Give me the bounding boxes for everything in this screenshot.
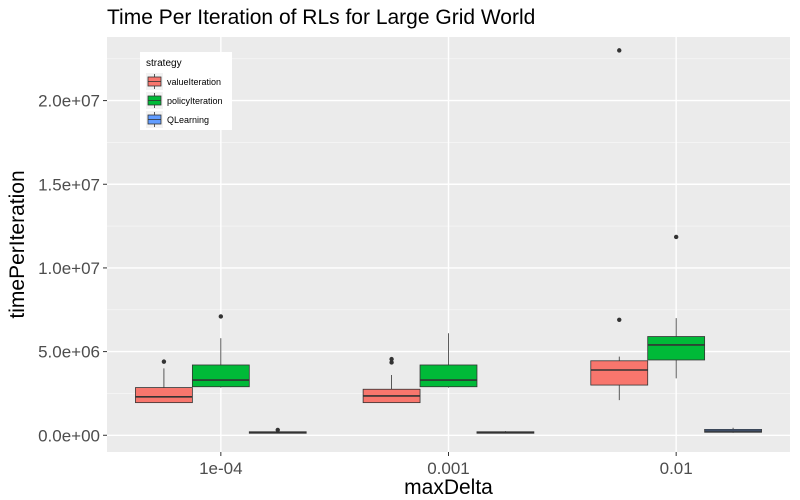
box-iqr <box>191 364 250 388</box>
x-axis-title: maxDelta <box>404 476 493 499</box>
box-iqr <box>647 336 706 361</box>
box-QLearning-0.001 <box>476 431 535 434</box>
y-tick-label: 0.0e+00 <box>38 426 100 445</box>
x-tick-label: 1e-04 <box>199 459 242 478</box>
box-iqr <box>135 387 193 404</box>
box-valueIteration-1e-04 <box>135 359 193 404</box>
outlier-point <box>617 48 622 53</box>
outlier-point <box>617 317 622 323</box>
y-tick-label: 5.0e+06 <box>38 343 100 362</box>
box-policyIteration-1e-04 <box>191 314 250 388</box>
outlier-point <box>161 359 167 364</box>
outlier-point <box>389 356 394 362</box>
outlier-point <box>218 314 224 319</box>
legend-item-valueIteration: valueIteration <box>146 73 221 90</box>
y-tick-label: 2.0e+07 <box>38 92 100 111</box>
legend-item-policyIteration: policyIteration <box>146 92 223 109</box>
box-valueIteration-0.001 <box>362 356 421 404</box>
y-tick-label: 1.0e+07 <box>38 259 100 278</box>
legend: strategy valueIteration policyIteration QL… <box>140 52 232 130</box>
box-iqr <box>590 360 649 386</box>
box-QLearning-1e-04 <box>248 427 307 434</box>
outlier-point <box>389 360 394 365</box>
x-tick-label: 0.01 <box>660 459 693 478</box>
axes: 0.0e+00 5.0e+06 1.0e+07 1.5e+07 2.0e+07 1e-04… <box>38 92 693 478</box>
box-iqr <box>419 364 478 388</box>
boxes <box>135 48 762 434</box>
y-axis-title: timePerIteration <box>6 170 29 318</box>
y-tick-label: 1.5e+07 <box>38 175 100 194</box>
chart-title: Time Per Iteration of RLs for Large Grid… <box>107 6 535 29</box>
legend-label: policyIteration <box>167 96 223 106</box>
legend-items: valueIteration policyIteration QLearning <box>146 73 223 128</box>
legend-item-QLearning: QLearning <box>146 111 209 128</box>
box-valueIteration-0.01 <box>590 48 649 401</box>
box-QLearning-0.01 <box>704 427 762 433</box>
legend-label: QLearning <box>167 115 209 125</box>
legend-label: valueIteration <box>167 77 221 87</box>
outlier-point <box>673 234 679 240</box>
legend-title: strategy <box>146 58 182 69</box>
outlier-point <box>275 427 280 433</box>
box-policyIteration-0.01 <box>647 234 706 379</box>
box-policyIteration-0.001 <box>419 333 478 388</box>
x-tick-label: 0.001 <box>427 459 470 478</box>
